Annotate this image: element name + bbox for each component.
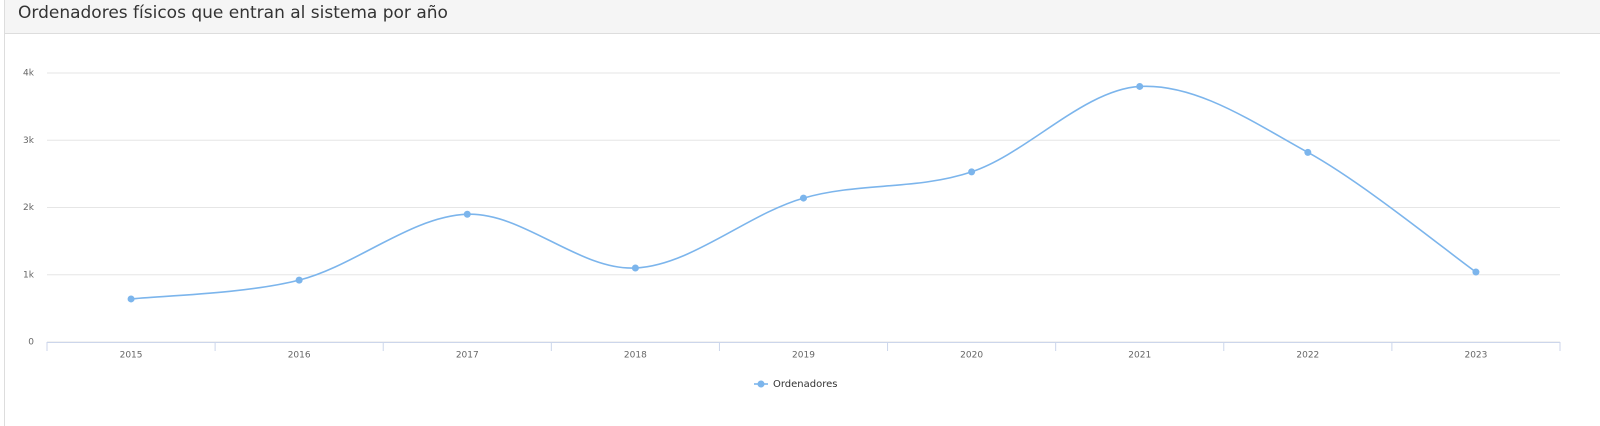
point [463, 210, 471, 218]
point [127, 295, 135, 303]
y-tick-label: 2k [23, 203, 35, 213]
x-tick-label: 2020 [960, 351, 983, 361]
x-tick-label: 2015 [120, 351, 143, 361]
chart-title: Ordenadores físicos que entran al sistem… [18, 3, 448, 23]
legend-marker [757, 380, 765, 388]
y-tick-label: 1k [23, 270, 35, 280]
point [631, 264, 639, 272]
x-tick-label: 2023 [1464, 351, 1487, 361]
panel: Ordenadores físicos que entran al sistem… [4, 0, 1600, 426]
y-tick-label: 0 [28, 338, 34, 348]
point [968, 168, 976, 176]
panel-header: Ordenadores físicos que entran al sistem… [5, 0, 1600, 34]
x-tick-label: 2019 [792, 351, 815, 361]
point [1136, 82, 1144, 90]
y-tick-label: 4k [23, 69, 35, 79]
point [1472, 268, 1480, 276]
y-tick-label: 3k [23, 136, 35, 146]
x-tick-label: 2022 [1296, 351, 1319, 361]
point [800, 194, 807, 202]
legend-label[interactable]: Ordenadores [773, 379, 838, 390]
point [1304, 148, 1312, 156]
point [295, 276, 303, 284]
x-tick-label: 2018 [624, 351, 647, 361]
x-tick-label: 2017 [456, 351, 479, 361]
x-tick-label: 2016 [288, 351, 311, 361]
x-tick-label: 2021 [1128, 351, 1151, 361]
